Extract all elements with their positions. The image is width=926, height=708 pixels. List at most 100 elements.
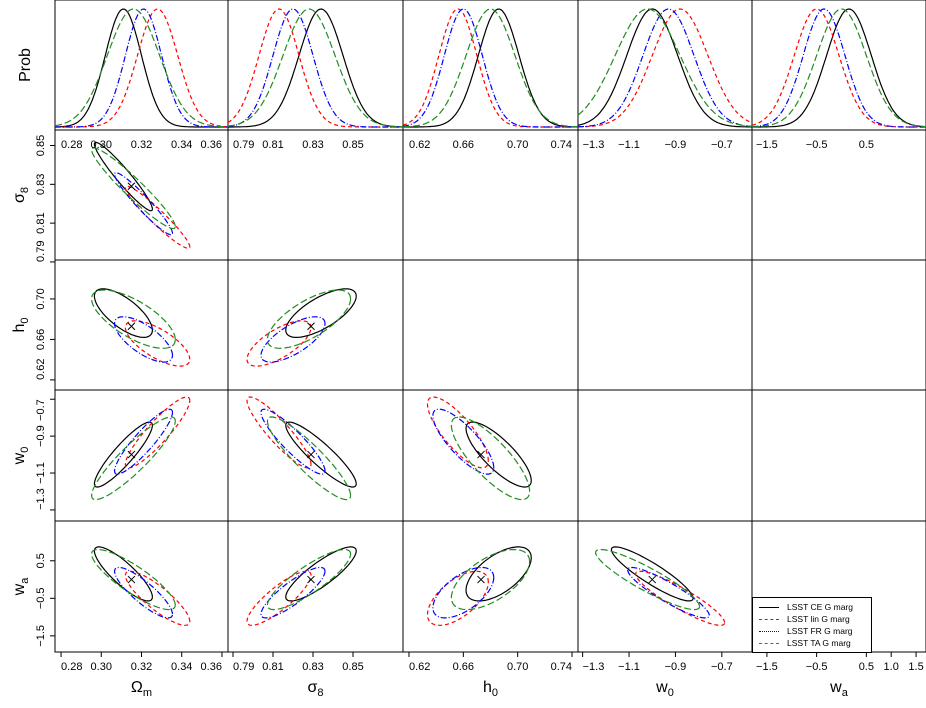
legend-item: LSST CE G marg <box>753 601 871 613</box>
contour-w0-wa-0 <box>610 546 694 602</box>
marginal-curve-w0-0 <box>577 8 752 128</box>
x-tick-label-top: 0.36 <box>201 139 222 151</box>
contour-w0-wa-2 <box>626 566 710 619</box>
x-tick-label: 0.5 <box>859 661 874 673</box>
panel-frame <box>751 129 926 261</box>
panel-frame <box>577 389 753 522</box>
x-tick-label-top: 0.62 <box>409 139 430 151</box>
contour-h0-wa-2 <box>432 566 495 619</box>
y-tick-label: 0.5 <box>35 553 47 568</box>
marginal-curve-w0-1 <box>577 8 753 128</box>
contour-s8-wa-3 <box>266 548 352 611</box>
contour-s8-h0-1 <box>246 320 312 367</box>
y-tick-label: −0.7 <box>35 399 47 421</box>
contour-s8-h0-3 <box>266 289 352 349</box>
x-tick-label: 0.70 <box>507 661 528 673</box>
marginal-curve-h0-0 <box>403 8 578 128</box>
contour-Om-w0-2 <box>113 408 174 475</box>
y-tick-label: 0.81 <box>35 212 47 233</box>
marginal-curve-s8-2 <box>227 8 403 128</box>
panel-frame <box>227 520 404 653</box>
contour-Om-w0-3 <box>90 416 176 501</box>
fiducial-marker <box>648 575 657 584</box>
marginal-curve-s8-0 <box>228 8 403 128</box>
fiducial-marker <box>477 575 485 584</box>
x-tick-label: −0.7 <box>711 661 733 673</box>
contour-h0-wa-3 <box>450 548 531 611</box>
contour-Om-s8-2 <box>113 172 174 236</box>
x-axis-label-sub: 0 <box>492 687 498 699</box>
x-axis-label-h0: h0 <box>483 679 498 699</box>
legend-label: LSST TA G marg <box>787 638 851 648</box>
panel-frame <box>577 0 753 131</box>
contour-s8-wa-1 <box>246 570 312 626</box>
panel-frame <box>751 259 926 391</box>
x-tick-label: 0.83 <box>302 661 323 673</box>
marginal-curve-wa-0 <box>752 8 926 128</box>
x-tick-label: 0.34 <box>171 661 192 673</box>
legend: LSST CE G marg LSST lin G marg LSST FR G… <box>752 597 872 653</box>
x-tick-label: −0.9 <box>665 661 687 673</box>
y-axis-label-h0: h0 <box>11 317 31 332</box>
contour-w0-wa-1 <box>634 570 726 626</box>
x-tick-label: 0.66 <box>453 661 474 673</box>
x-tick-label: 0.30 <box>91 661 112 673</box>
x-tick-label: −1.1 <box>618 661 640 673</box>
contour-s8-wa-2 <box>260 566 326 619</box>
y-tick-label: 0.79 <box>35 241 47 262</box>
x-tick-label-top: 0.74 <box>551 139 572 151</box>
marginal-curve-Om-1 <box>55 8 228 128</box>
y-axis-label-sub: a <box>19 577 31 584</box>
contour-s8-w0-0 <box>285 421 357 488</box>
contour-s8-w0-1 <box>246 396 312 469</box>
contour-Om-w0-0 <box>93 421 153 488</box>
marginal-curve-h0-3 <box>403 8 578 128</box>
panel-frame <box>577 520 753 653</box>
legend-line-ta <box>759 642 779 644</box>
y-tick-label: −0.5 <box>35 587 47 609</box>
x-tick-label-top: 0.70 <box>507 139 528 151</box>
contour-Om-h0-0 <box>93 288 153 339</box>
y-axis-label-sub: 0 <box>19 447 31 453</box>
y-axis-label-prob: Prob <box>17 48 34 82</box>
contour-Om-s8-1 <box>124 185 191 249</box>
marginal-curve-s8-3 <box>227 8 403 128</box>
contour-Om-wa-0 <box>93 546 153 602</box>
contour-Om-s8-0 <box>93 141 153 212</box>
y-tick-label: −1.5 <box>35 625 47 647</box>
contour-Om-h0-2 <box>113 316 174 363</box>
x-tick-label-top: 0.85 <box>342 139 363 151</box>
fiducial-marker <box>477 450 485 459</box>
x-axis-label-s8: σ8 <box>308 679 324 699</box>
legend-label: LSST CE G marg <box>787 602 853 612</box>
y-tick-label: −1.1 <box>35 462 47 484</box>
contour-Om-s8-3 <box>90 147 176 230</box>
legend-line-lin <box>759 618 779 620</box>
marginal-curve-w0-3 <box>577 8 753 127</box>
contour-Om-h0-3 <box>90 289 176 349</box>
contour-h0-w0-0 <box>465 421 532 488</box>
x-tick-label: −1.3 <box>583 661 605 673</box>
marginal-curve-wa-3 <box>752 8 926 128</box>
contour-w0-wa-3 <box>594 548 701 611</box>
y-tick-label: 0.70 <box>35 288 47 309</box>
panel-frame <box>227 259 404 391</box>
legend-label: LSST lin G marg <box>787 614 850 624</box>
x-axis-label-wa: wa <box>829 679 849 699</box>
legend-item: LSST lin G marg <box>753 613 871 625</box>
x-tick-label: 0.74 <box>551 661 572 673</box>
x-tick-label-top: 0.28 <box>61 139 82 151</box>
y-axis-label-wa: wa <box>11 577 31 597</box>
contour-Om-wa-2 <box>113 566 174 619</box>
panel-frame <box>402 259 579 391</box>
contour-s8-h0-0 <box>285 288 357 339</box>
x-tick-label-top: −1.5 <box>756 139 778 151</box>
marginal-curve-Om-0 <box>55 8 228 128</box>
marginal-curve-h0-2 <box>402 8 578 128</box>
panel-frame <box>54 520 229 653</box>
contour-h0-wa-0 <box>465 546 532 602</box>
x-tick-label: 1.0 <box>884 661 899 673</box>
marginal-curve-wa-1 <box>751 8 926 128</box>
